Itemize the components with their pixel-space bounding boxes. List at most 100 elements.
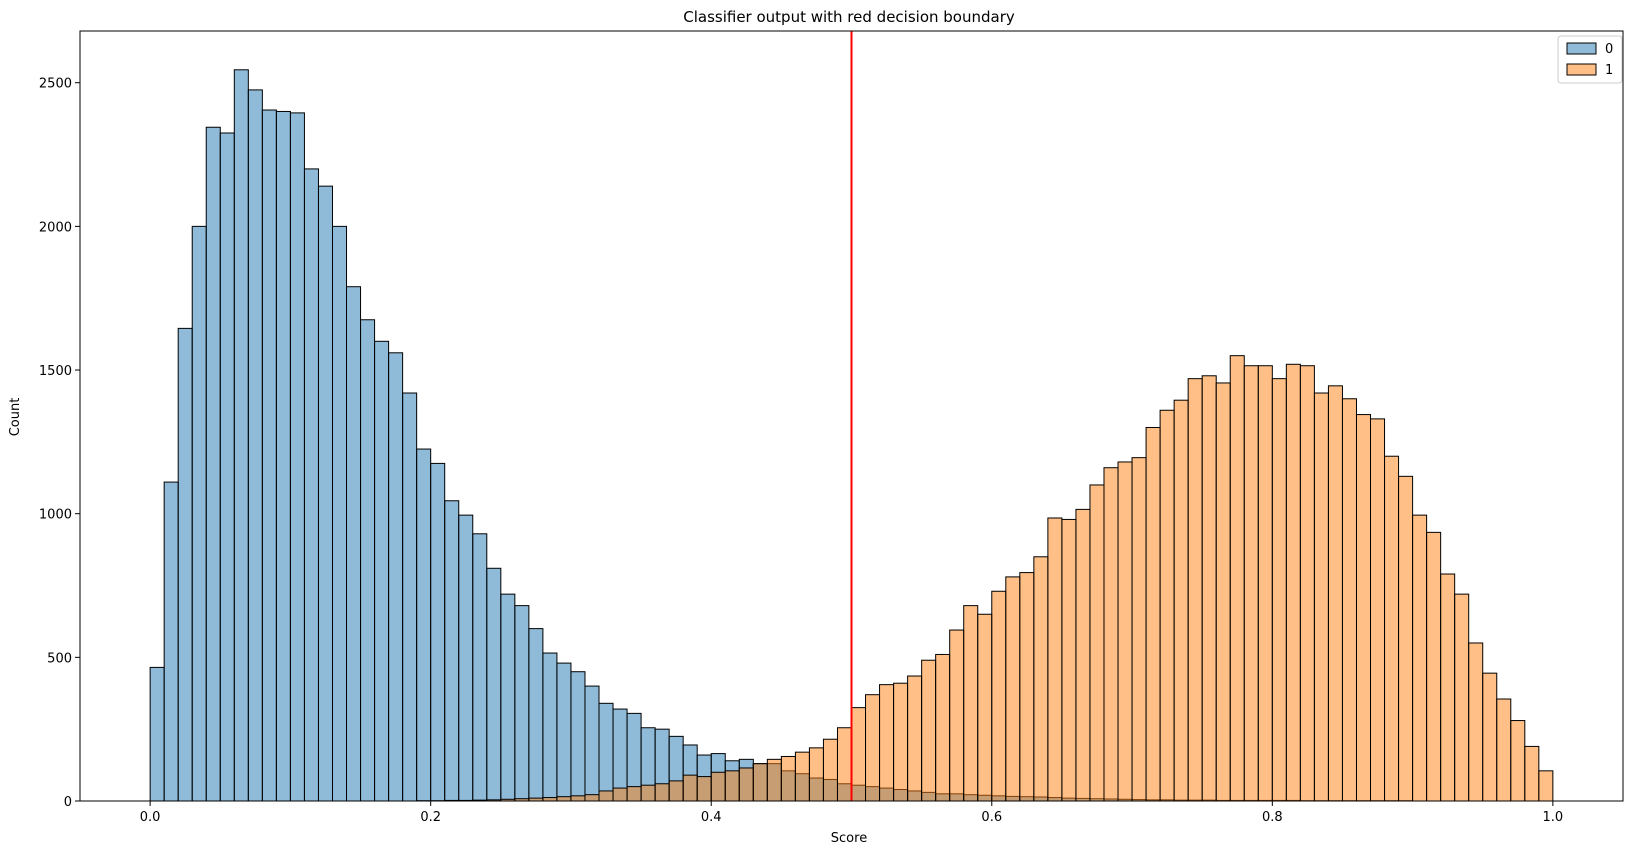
series-1-bar	[865, 694, 881, 802]
series-0-bar	[514, 605, 530, 802]
series-0-bar	[374, 340, 390, 802]
series-1-bar	[1355, 414, 1372, 802]
series-1-bar	[710, 771, 726, 802]
series-1-bar	[1075, 508, 1091, 802]
series-0-bar	[584, 685, 600, 802]
series-1-bar	[1468, 642, 1484, 802]
series-1-bar	[1061, 518, 1077, 802]
series-1-bar	[668, 780, 684, 802]
series-0-bar	[556, 662, 572, 802]
series-0-bar	[500, 593, 516, 802]
series-1-bar	[1117, 461, 1133, 802]
series-1-bar	[1033, 556, 1049, 802]
series-1-bar	[612, 787, 628, 802]
series-1-bar	[893, 682, 909, 802]
legend-label-series-0: 0	[1605, 42, 1613, 57]
series-1-bar	[780, 755, 796, 802]
series-1-bar	[1103, 467, 1119, 802]
x-tick-label: 1.0	[1543, 810, 1564, 825]
series-0-bar	[247, 89, 263, 802]
legend-swatch-series-0	[1566, 42, 1597, 55]
series-0-bar	[528, 628, 544, 802]
legend: 0 1	[1557, 35, 1623, 84]
series-0-bar	[402, 392, 418, 802]
y-axis-label: Count	[8, 398, 23, 437]
series-1-bar	[949, 629, 965, 802]
series-1-bar	[766, 758, 782, 802]
series-1-bar	[963, 605, 979, 802]
y-tick-label: 1500	[39, 364, 72, 379]
x-tick-label: 0.4	[701, 810, 722, 825]
y-tick-label: 1000	[39, 508, 72, 523]
series-0-bar	[177, 327, 193, 802]
series-1-bar	[1257, 365, 1273, 802]
series-0-bar	[612, 708, 628, 802]
series-0-bar	[458, 514, 474, 802]
series-1-bar	[794, 751, 810, 802]
plot-area-frame	[79, 30, 1624, 802]
series-0-bar	[289, 112, 305, 802]
series-1-bar	[1313, 392, 1329, 802]
series-1-bar	[584, 794, 600, 802]
series-0-bar	[430, 462, 446, 802]
series-0-bar	[388, 352, 404, 802]
series-1-bar	[1159, 409, 1175, 802]
x-tick-label: 0.2	[420, 810, 441, 825]
x-axis-ticks: 0.0 0.2 0.4 0.6 0.8 1.0	[140, 801, 1563, 825]
series-1-bar	[1510, 720, 1526, 802]
y-tick-label: 2000	[39, 220, 72, 235]
x-tick-label: 0.6	[981, 810, 1002, 825]
series-1-bar	[1299, 365, 1315, 802]
series-1-bar	[1019, 572, 1035, 802]
y-tick-label: 2500	[39, 77, 72, 92]
series-0-bar	[149, 666, 165, 802]
series-0-bar	[219, 132, 235, 802]
series-0-bar	[472, 533, 488, 802]
x-axis-label: Score	[831, 831, 867, 846]
series-1-bar	[1229, 355, 1245, 802]
series-0-bar	[416, 448, 432, 802]
series-1-bar	[808, 747, 824, 802]
x-tick-label: 0.8	[1262, 810, 1283, 825]
series-1-bar	[1412, 514, 1428, 802]
series-1-bar	[1482, 672, 1498, 802]
series-0-bar	[303, 168, 319, 802]
series-1-bar	[1201, 375, 1217, 802]
series-1-bar	[1005, 576, 1021, 802]
series-1-bar	[921, 659, 937, 802]
series-1-bar	[879, 684, 895, 802]
chart-title: Classifier output with red decision boun…	[683, 8, 1015, 26]
series-1-bar	[1271, 378, 1287, 802]
series-0-bar	[261, 109, 277, 802]
series-0-bar	[317, 185, 333, 802]
series-1-bar	[1370, 418, 1386, 802]
series-1-bar	[1089, 484, 1105, 802]
series-1-bar	[1384, 455, 1400, 802]
x-tick-label: 0.0	[140, 810, 161, 825]
series-1-bar	[1426, 531, 1442, 802]
series-0-bar	[346, 286, 362, 802]
series-1-bar	[556, 796, 572, 802]
series-1-bar	[696, 776, 712, 802]
series-0-bar	[486, 567, 502, 802]
series-1-bar	[822, 738, 838, 802]
series-0-bar	[191, 225, 207, 802]
series-1-bar	[542, 797, 558, 802]
series-1-bar	[1047, 517, 1063, 802]
series-0-bar	[444, 500, 460, 802]
series-0-bar	[205, 126, 221, 802]
series-1-bar	[1285, 363, 1301, 802]
series-0-bar	[570, 671, 586, 802]
series-1-bar	[682, 774, 698, 802]
series-0-bar	[233, 69, 249, 802]
series-1-bar	[1131, 457, 1147, 802]
series-0-bar	[163, 481, 179, 802]
series-1-bar	[626, 786, 642, 802]
series-1-bar	[1327, 385, 1343, 802]
series-0-bar	[360, 319, 376, 802]
series-1-bar	[1173, 399, 1189, 802]
series-0-bar	[275, 110, 291, 802]
series-1-bar	[1341, 398, 1357, 802]
